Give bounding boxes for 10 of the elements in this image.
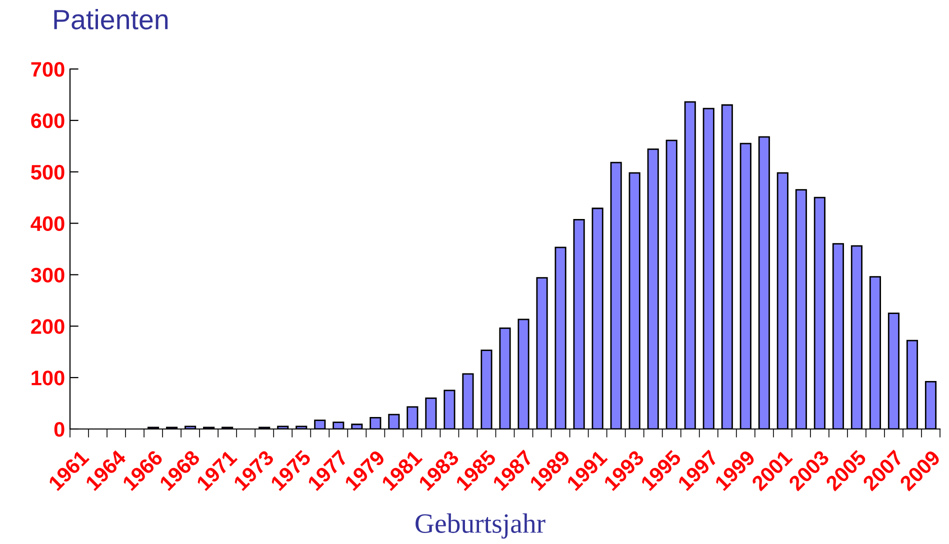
y-tick-label: 200: [31, 319, 64, 334]
y-tick-label: 400: [30, 216, 64, 232]
y-tick-label: 600: [31, 113, 64, 128]
y-tick-label: 700: [31, 62, 64, 77]
x-axis-title: Geburtsjahr: [416, 513, 546, 539]
y-tick-label: 100: [32, 370, 64, 386]
y-tick-label: 300: [30, 268, 64, 282]
chart-title: Patienten: [54, 9, 168, 30]
y-tick-label: 0: [54, 422, 64, 437]
y-tick-label: 500: [31, 164, 64, 180]
